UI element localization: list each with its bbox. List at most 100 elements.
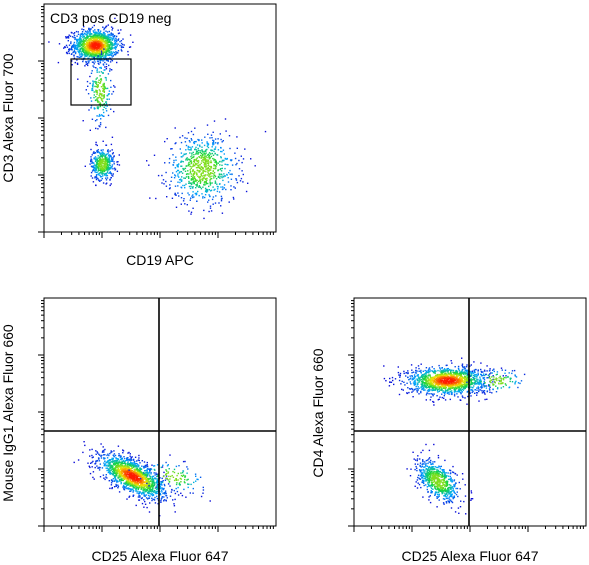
event-dot	[148, 488, 151, 490]
event-dot	[102, 95, 104, 97]
event-dot	[100, 67, 102, 69]
event-dot	[92, 181, 95, 183]
event-dot	[110, 43, 112, 45]
event-dot	[135, 480, 137, 482]
event-dot	[175, 478, 177, 480]
event-dot	[88, 48, 91, 51]
event-dot	[102, 474, 105, 476]
event-dot	[132, 466, 134, 468]
event-dot	[172, 499, 174, 501]
axis-ticks	[38, 300, 274, 532]
event-dot	[104, 46, 106, 48]
event-dot	[104, 55, 107, 57]
event-dot	[92, 52, 94, 55]
event-dot	[429, 370, 431, 373]
event-dot	[89, 55, 91, 58]
event-dot	[197, 152, 199, 154]
event-dot	[176, 165, 179, 168]
event-dot	[150, 491, 153, 493]
event-dot	[115, 483, 117, 486]
event-dot	[147, 477, 149, 480]
event-dot	[179, 181, 181, 184]
event-dot	[80, 54, 82, 56]
event-dot	[146, 468, 149, 470]
event-dot	[93, 56, 95, 59]
event-dot	[104, 66, 106, 68]
event-dot	[130, 471, 132, 473]
event-dot	[198, 180, 200, 183]
event-dot	[104, 40, 106, 42]
event-dot	[101, 161, 104, 163]
event-dot	[209, 205, 212, 207]
event-dot	[103, 27, 106, 29]
event-dot	[115, 35, 118, 38]
event-dot	[148, 490, 151, 493]
event-dot	[133, 465, 136, 467]
event-dot	[110, 158, 113, 161]
event-dot	[195, 167, 198, 169]
event-dot	[217, 186, 219, 188]
event-dot	[184, 137, 186, 139]
event-dot	[95, 82, 97, 84]
event-dot	[101, 167, 103, 169]
event-dot	[141, 482, 144, 485]
event-dot	[106, 460, 109, 463]
event-dot	[204, 196, 206, 199]
event-dot	[104, 34, 106, 36]
event-dot	[96, 119, 98, 121]
event-dot	[135, 484, 137, 486]
event-dot	[92, 34, 95, 36]
event-dot	[99, 61, 101, 63]
event-dot	[98, 96, 101, 98]
event-dot	[127, 487, 130, 489]
event-dot	[195, 146, 197, 149]
event-dot	[149, 495, 151, 497]
event-dot	[98, 33, 101, 35]
event-dot	[186, 204, 188, 206]
event-dot	[127, 54, 129, 56]
event-dot	[111, 37, 113, 39]
event-dot	[136, 484, 139, 486]
event-dot	[183, 177, 185, 179]
event-dot	[206, 179, 208, 181]
event-dot	[96, 465, 98, 467]
event-dot	[90, 159, 93, 161]
event-dot	[100, 97, 102, 100]
event-dot	[187, 478, 189, 481]
event-dot	[99, 67, 101, 69]
event-dot	[205, 182, 207, 184]
event-dot	[225, 130, 227, 132]
event-dot	[97, 157, 100, 159]
event-dot	[89, 39, 91, 41]
event-dot	[213, 120, 216, 122]
event-dot	[113, 486, 116, 488]
event-dot	[208, 189, 210, 191]
event-dot	[126, 484, 128, 486]
event-dot	[109, 160, 111, 162]
event-dot	[180, 165, 182, 167]
event-dot	[96, 166, 98, 168]
event-dot	[99, 156, 101, 159]
event-dot	[210, 190, 212, 192]
event-dot	[107, 60, 109, 62]
event-dot	[179, 171, 181, 173]
event-dot	[110, 464, 112, 466]
event-dot	[122, 466, 125, 469]
event-dot	[133, 484, 135, 487]
event-dot	[122, 466, 124, 468]
event-dot	[95, 33, 97, 35]
event-dots	[48, 17, 267, 220]
event-dot	[93, 94, 95, 96]
event-dot	[114, 474, 116, 477]
event-dot	[122, 477, 125, 479]
event-dot	[205, 163, 207, 166]
event-dot	[129, 470, 131, 472]
event-dot	[137, 486, 139, 488]
event-dot	[124, 482, 127, 484]
event-dot	[96, 50, 99, 52]
event-dot	[137, 478, 139, 480]
event-dot	[103, 451, 105, 453]
event-dot	[97, 54, 99, 56]
event-dot	[207, 143, 210, 145]
event-dot	[119, 479, 121, 481]
